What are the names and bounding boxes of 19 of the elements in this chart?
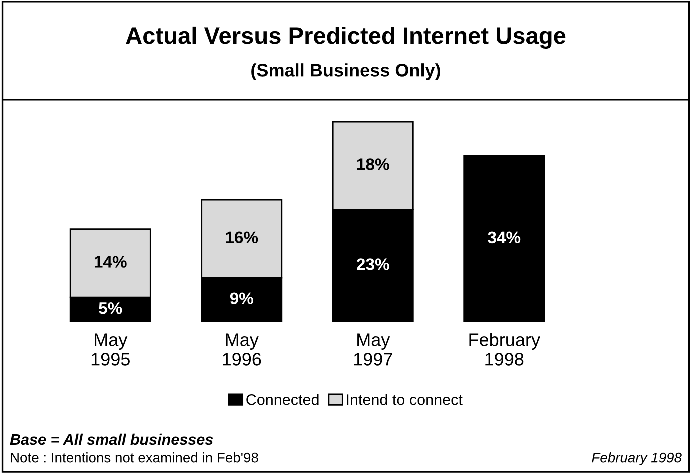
x-tick-label: February 1998 — [470, 333, 540, 366]
legend-label: Connected — [246, 394, 319, 406]
x-tick-label: May 1997 — [354, 334, 392, 366]
data-label: 9% — [230, 292, 254, 305]
data-label: 34% — [488, 232, 521, 244]
bar — [464, 155, 546, 322]
data-label: 16% — [226, 232, 258, 244]
data-label: 18% — [357, 158, 390, 170]
data-label: 14% — [94, 256, 127, 268]
text: February 1998 — [592, 452, 682, 466]
chart-subtitle: (Small Business Only) — [252, 64, 440, 80]
x-tick-label: May 1995 — [92, 334, 130, 366]
x-tick-label: May 1996 — [223, 334, 262, 366]
text: Note : Intentions not examined in Feb'98 — [11, 452, 258, 463]
text: Base = All small businesses — [10, 434, 214, 446]
data-label: 23% — [357, 258, 390, 270]
chart-title: Actual Versus Predicted Internet Usage — [126, 26, 566, 50]
data-label: 5% — [99, 302, 122, 314]
legend-label: Intend to connect — [347, 394, 463, 406]
